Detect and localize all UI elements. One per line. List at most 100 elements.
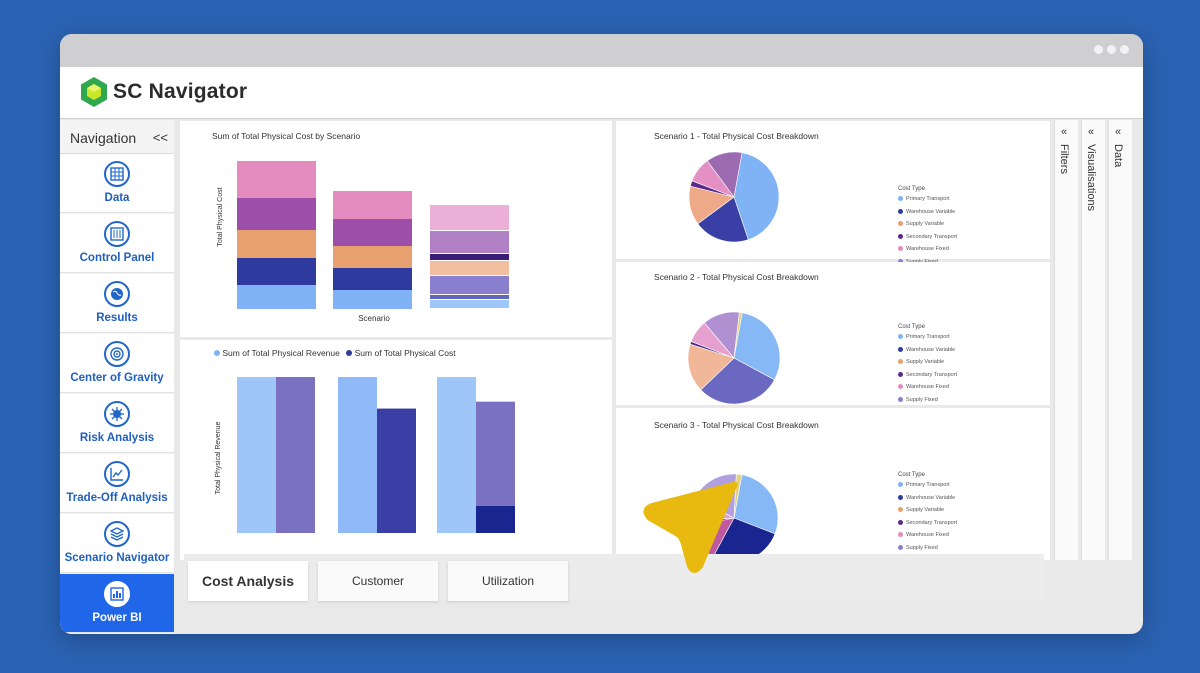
scenario2-pie-panel[interactable]: Scenario 2 - Total Physical Cost Breakdo… xyxy=(616,262,1050,416)
pie-legend-item-warehouse-fixed: Warehouse Fixed xyxy=(898,532,949,538)
stacked-chart-ylabel: Total Physical Cost xyxy=(217,187,224,246)
stacked-cost-chart-panel[interactable]: Sum of Total Physical Cost by Scenario T… xyxy=(180,121,612,337)
pie-slice-warehouse-variable xyxy=(700,357,775,405)
tab-customer[interactable]: Customer xyxy=(318,561,438,601)
expand-visualisations-icon[interactable]: « xyxy=(1088,126,1095,138)
collapse-navigation-button[interactable]: << xyxy=(152,130,168,145)
sidebar-item-label: Trade-Off Analysis xyxy=(66,492,168,504)
pointer-cursor-icon xyxy=(643,482,738,573)
stacked-bar-scenario-1-warehouse-fixed xyxy=(237,161,316,198)
sidebar-item-label: Data xyxy=(104,192,130,204)
revenue-bar-scenario-2 xyxy=(338,376,377,533)
pie-slice-supply-variable xyxy=(687,343,735,391)
pie-slice-warehouse-variable xyxy=(697,196,749,243)
pie-legend-item-primary-transport: Primary Transport xyxy=(898,196,950,202)
pie-slice-supply-fixed xyxy=(706,151,743,198)
pie-legend-title: Cost Type xyxy=(898,324,925,330)
stacked-bar-scenario-3-secondary-transport xyxy=(430,254,509,260)
expand-filters-icon[interactable]: « xyxy=(1061,126,1068,138)
sidebar-item-risk-analysis[interactable]: Risk Analysis xyxy=(60,394,174,453)
stacked-bar-scenario-3-warehouse-fixed-dark xyxy=(430,231,509,253)
stacked-bar-scenario-1-primary-transport xyxy=(237,285,316,309)
navigation-sidebar: Navigation << Data Control Panel Results Ce… xyxy=(60,120,174,634)
pie-legend-item-warehouse-variable: Warehouse Variable xyxy=(898,209,955,215)
stacked-chart-xlabel: Scenario xyxy=(358,314,390,323)
revenue-cost-chart-panel[interactable]: Sum of Total Physical Revenue Sum of Tot… xyxy=(180,340,612,560)
scenario1-pie-chart xyxy=(688,151,780,243)
pie-legend-title: Cost Type xyxy=(898,472,925,478)
visualisations-pane-label: Visualisations xyxy=(1085,144,1097,212)
sidebar-item-label: Control Panel xyxy=(79,252,155,264)
tab-cost-analysis[interactable]: Cost Analysis xyxy=(188,561,308,601)
tab-utilization[interactable]: Utilization xyxy=(448,561,568,601)
revenue-cost-chart: Total Physical Revenue xyxy=(215,376,515,533)
sidebar-item-label: Center of Gravity xyxy=(70,372,164,384)
revenue-chart-legend: Sum of Total Physical Revenue Sum of Tot… xyxy=(214,348,456,358)
revenue-bar-scenario-3 xyxy=(437,376,476,533)
stacked-bar-scenario-3-warehouse-variable xyxy=(430,295,509,299)
pie-legend-item-supply-variable: Supply Variable xyxy=(898,359,944,365)
stacked-bar-scenario-3-supply-variable xyxy=(430,261,509,275)
sidebar-item-center-of-gravity[interactable]: Center of Gravity xyxy=(60,334,174,393)
control-panel-icon xyxy=(104,221,130,247)
sidebar-item-control-panel[interactable]: Control Panel xyxy=(60,214,174,273)
sc-navigator-logo-icon xyxy=(81,77,107,107)
expand-data-icon[interactable]: « xyxy=(1115,126,1122,138)
pie-legend-title: Cost Type xyxy=(898,186,925,192)
stacked-bar-scenario-2-warehouse-fixed xyxy=(333,191,412,219)
sidebar-item-trade-off-analysis[interactable]: Trade-Off Analysis xyxy=(60,454,174,513)
sidebar-item-data[interactable]: Data xyxy=(60,154,174,213)
stacked-cost-chart: Total Physical Cost Scenario xyxy=(217,161,509,323)
pie-legend-item-primary-transport: Primary Transport xyxy=(898,334,950,340)
scenario3-pie-title: Scenario 3 - Total Physical Cost Breakdo… xyxy=(654,420,819,430)
sidebar-item-label: Scenario Navigator xyxy=(64,552,170,564)
pie-legend-item-supply-variable: Supply Variable xyxy=(898,507,944,513)
pie-slice-primary-transport xyxy=(733,312,781,381)
scenario2-pie-title: Scenario 2 - Total Physical Cost Breakdo… xyxy=(654,272,819,282)
trend-chart-icon xyxy=(104,461,130,487)
stacked-bar-scenario-3-primary-transport xyxy=(430,300,509,308)
pie-slice-primary-transport xyxy=(733,152,780,241)
legend-revenue-label: Sum of Total Physical Revenue xyxy=(222,348,340,358)
stacked-bar-scenario-1-warehouse-fixed-dark xyxy=(237,198,316,230)
window-menu-dots[interactable] xyxy=(1094,45,1129,54)
pie-slice-primary-transport xyxy=(733,474,779,535)
target-icon xyxy=(104,341,130,367)
stacked-bar-scenario-2-warehouse-variable xyxy=(333,268,412,290)
legend-cost-label: Sum of Total Physical Cost xyxy=(354,348,456,358)
pie-legend-item-secondary-transport: Secondary Transport xyxy=(898,372,957,378)
navigation-header: Navigation << xyxy=(60,120,174,154)
pie-legend-item-warehouse-fixed: Warehouse Fixed xyxy=(898,246,949,252)
cost-bar-scenario-1 xyxy=(276,376,315,533)
revenue-bar-scenario-1 xyxy=(237,376,276,533)
data-pane[interactable]: « Data xyxy=(1108,120,1132,560)
pie-legend-item-supply-variable: Supply Variable xyxy=(898,221,944,227)
stacked-bar-scenario-2-warehouse-fixed-dark xyxy=(333,219,412,246)
grid-icon xyxy=(104,161,130,187)
title-bar xyxy=(60,34,1143,67)
filters-pane[interactable]: « Filters xyxy=(1054,120,1078,560)
pie-legend-item-secondary-transport: Secondary Transport xyxy=(898,234,957,240)
scenario1-pie-panel[interactable]: Scenario 1 - Total Physical Cost Breakdo… xyxy=(616,121,1050,265)
sidebar-item-results[interactable]: Results xyxy=(60,274,174,333)
stacked-bar-scenario-1-supply-variable xyxy=(237,230,316,258)
sidebar-item-scenario-navigator[interactable]: Scenario Navigator xyxy=(60,514,174,573)
navigation-heading: Navigation xyxy=(70,130,137,146)
stacked-bar-scenario-2-primary-transport xyxy=(333,290,412,309)
layers-icon xyxy=(104,521,130,547)
pie-legend-item-warehouse-variable: Warehouse Variable xyxy=(898,495,955,501)
pie-legend-item-warehouse-variable: Warehouse Variable xyxy=(898,347,955,353)
sidebar-item-power-bi[interactable]: Power BI xyxy=(60,574,174,633)
visualisations-pane[interactable]: « Visualisations xyxy=(1081,120,1105,560)
stacked-bar-scenario-3-supply-fixed xyxy=(430,276,509,294)
app-title: SC Navigator xyxy=(113,80,248,103)
pie-legend-item-supply-fixed: Supply Fixed xyxy=(898,545,938,551)
pie-slice-system-cost xyxy=(733,311,743,359)
sidebar-item-label: Results xyxy=(96,312,138,324)
revenue-chart-ylabel: Total Physical Revenue xyxy=(215,422,222,495)
scenario1-pie-title: Scenario 1 - Total Physical Cost Breakdo… xyxy=(654,131,819,141)
report-tabs-bar xyxy=(184,554,1044,600)
cost-bar-scenario-3-base xyxy=(476,506,515,533)
filters-pane-label: Filters xyxy=(1058,144,1070,174)
app-header: SC Navigator xyxy=(60,67,1143,119)
